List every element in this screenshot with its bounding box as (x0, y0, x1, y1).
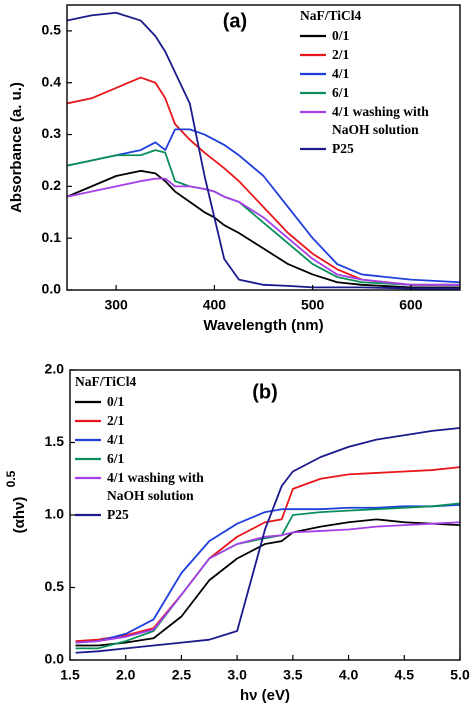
x-tick-label: 3.5 (283, 667, 303, 683)
legend-swatch (75, 476, 101, 480)
x-tick-label: 5.0 (450, 667, 470, 683)
x-tick-label: 300 (104, 297, 128, 313)
x-axis-label: hν (eV) (240, 687, 290, 704)
y-tick-label: 1.0 (45, 506, 65, 522)
plot-area (67, 11, 460, 290)
legend-label: 6/1 (107, 451, 125, 466)
legend-label: P25 (332, 141, 354, 156)
legend: NaF/TiCl4 0/1 2/1 4/1 6/1 4/1 washing with Na… (300, 6, 452, 158)
legend-entry: 4/1 (300, 64, 452, 83)
y-tick-label: 0.1 (42, 229, 62, 245)
panel-label: (a) (223, 10, 247, 32)
series-line (75, 518, 460, 647)
x-axis-label: Wavelength (nm) (203, 317, 323, 334)
series-line (67, 177, 460, 286)
legend-label: 4/1 washing with NaOH solution (332, 104, 429, 137)
y-axis-label: (αhν) (11, 497, 28, 534)
legend-label: 2/1 (332, 47, 350, 62)
legend-entry: 0/1 (300, 26, 452, 45)
legend-entry: 2/1 (75, 411, 227, 430)
y-tick-label: 0.3 (42, 125, 62, 141)
legend-entry: 2/1 (300, 45, 452, 64)
legend-swatch (75, 400, 101, 404)
legend: NaF/TiCl4 0/1 2/1 4/1 6/1 4/1 washing with Na… (75, 372, 227, 524)
legend-swatch (300, 53, 326, 57)
legend-label: 2/1 (107, 413, 125, 428)
y-tick-label: 1.5 (45, 433, 65, 449)
y-tick-label: 0.5 (45, 578, 65, 594)
y-tick-label: 0.2 (42, 177, 62, 193)
series-line (75, 503, 460, 644)
legend-label: P25 (107, 507, 129, 522)
legend-title: NaF/TiCl4 (75, 374, 137, 389)
y-tick-label: 0.0 (45, 651, 65, 667)
y-tick-label: 0.4 (42, 73, 62, 89)
legend-swatch (75, 419, 101, 423)
legend-swatch (75, 438, 101, 442)
x-tick-label: 600 (399, 297, 423, 313)
x-tick-label: 1.5 (60, 667, 80, 683)
legend-entry: P25 (300, 139, 452, 158)
x-tick-label: 400 (203, 297, 227, 313)
legend-entry: P25 (75, 505, 227, 524)
y-tick-label: 2.0 (45, 361, 65, 377)
series-line (67, 76, 460, 286)
y-tick-label: 0.0 (42, 281, 62, 297)
legend-entry: 6/1 (75, 449, 227, 468)
series-line (67, 128, 460, 284)
legend-entry: 4/1 washing with NaOH solution (300, 102, 452, 139)
legend-label: 4/1 (332, 66, 350, 81)
x-tick-label: 4.5 (395, 667, 415, 683)
legend-swatch (300, 147, 326, 151)
series-line (75, 521, 460, 644)
legend-swatch (300, 34, 326, 38)
legend-swatch (300, 110, 326, 114)
panel-label: (b) (252, 381, 278, 403)
x-tick-label: 2.5 (172, 667, 192, 683)
series-line (67, 169, 460, 289)
legend-label: 4/1 (107, 432, 125, 447)
x-tick-label: 4.0 (339, 667, 359, 683)
legend-label: 4/1 washing with NaOH solution (107, 470, 204, 503)
legend-entry: 6/1 (300, 83, 452, 102)
plot-frame (69, 369, 461, 661)
legend-label: 6/1 (332, 85, 350, 100)
legend-label: 0/1 (107, 394, 125, 409)
legend-entry: 4/1 washing with NaOH solution (75, 468, 227, 505)
legend-swatch (75, 513, 101, 517)
y-axis-label: Absorbance (a. u.) (8, 82, 25, 213)
series-line (75, 466, 460, 643)
legend-swatch (75, 457, 101, 461)
plot-frame (66, 4, 461, 291)
legend-entry: 0/1 (75, 392, 227, 411)
series-line (75, 427, 460, 654)
legend-entry: 4/1 (75, 430, 227, 449)
x-tick-label: 2.0 (116, 667, 136, 683)
legend-title: NaF/TiCl4 (300, 8, 362, 23)
legend-swatch (300, 72, 326, 76)
y-tick-label: 0.5 (42, 22, 62, 38)
series-line (67, 11, 460, 290)
y-axis-label-superscript: 0.5 (4, 470, 18, 487)
x-tick-label: 500 (301, 297, 325, 313)
legend-label: 0/1 (332, 28, 350, 43)
plot-area (75, 427, 460, 654)
x-tick-label: 3.0 (227, 667, 247, 683)
legend-swatch (300, 91, 326, 95)
